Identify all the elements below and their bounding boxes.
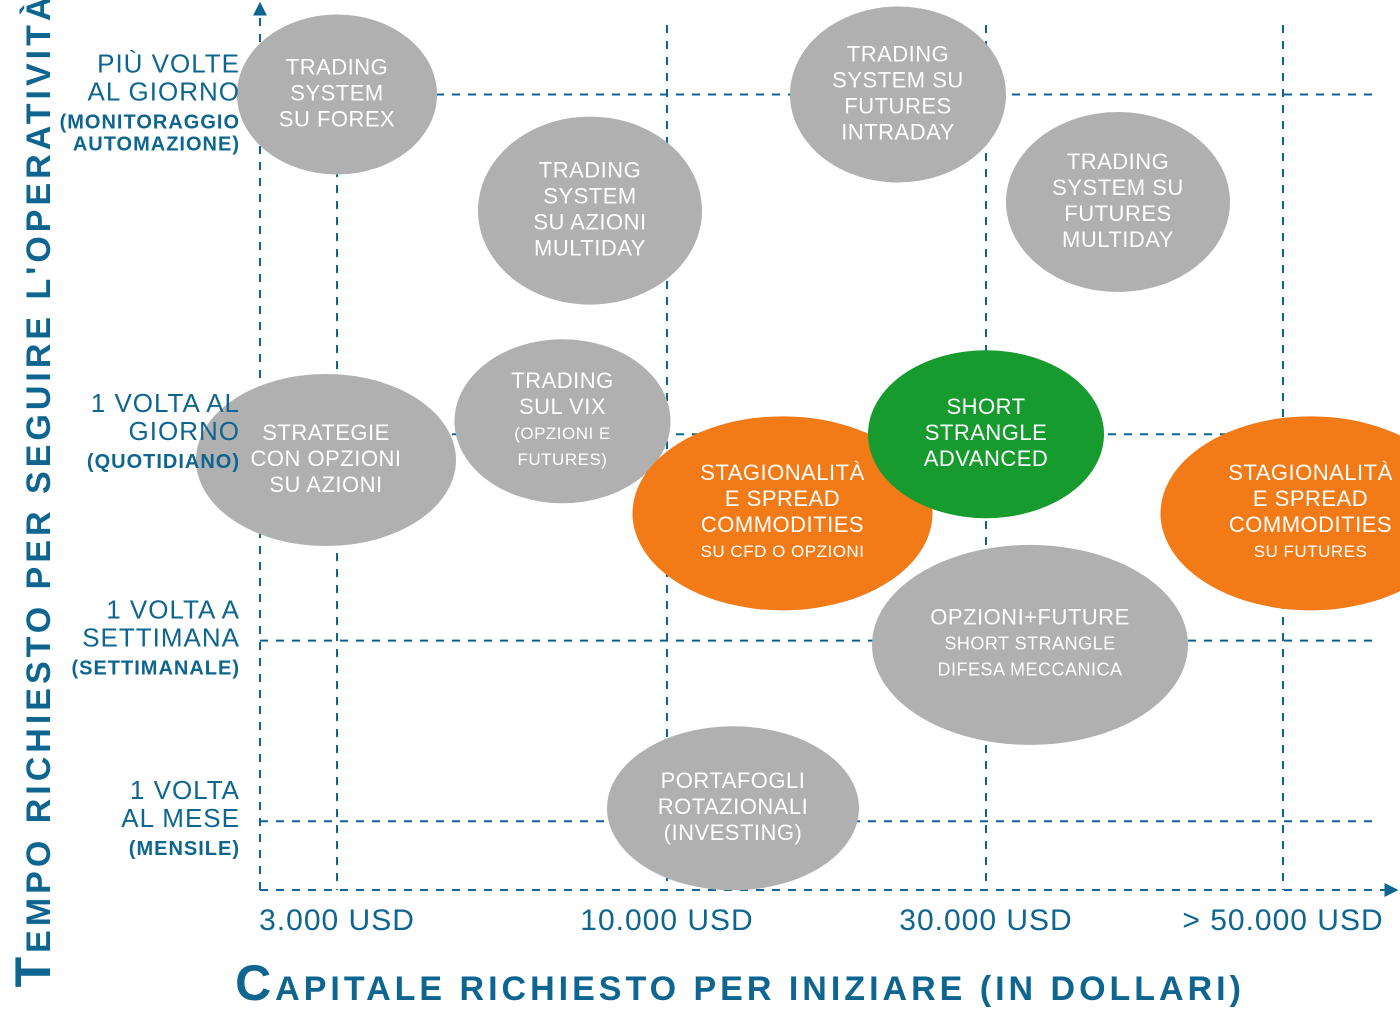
bubble-label: TRADING <box>1067 149 1170 174</box>
bubble-label: STRATEGIE <box>262 420 390 445</box>
bubble-fut-intra: TRADINGSYSTEM SUFUTURESINTRADAY <box>790 7 1006 183</box>
y-tick-label: 1 VOLTA <box>130 775 240 805</box>
bubble-label: FUTURES) <box>518 450 608 469</box>
y-ticks: PIÙ VOLTEAL GIORNO (MONITORAGGIOAUTOMAZIO… <box>60 49 240 861</box>
y-tick-label: SETTIMANA <box>82 623 240 653</box>
x-axis-title: CAPITALE RICHIESTO PER INIZIARE (IN DOLL… <box>235 955 1245 1011</box>
bubble-label: ROTAZIONALI <box>658 794 809 819</box>
y-tick-sublabel: (QUOTIDIANO) <box>87 451 240 473</box>
x-tick-label: 3.000 USD <box>259 904 415 937</box>
bubble-chart: TRADINGSYSTEMSU FOREXTRADINGSYSTEMSU AZI… <box>0 0 1400 1014</box>
bubble-label: SYSTEM SU <box>1052 175 1184 200</box>
y-tick-label: AL GIORNO <box>87 77 240 107</box>
bubble-vix: TRADINGSUL VIX (OPZIONI E FUTURES) <box>455 339 671 503</box>
bubble-portafogli: PORTAFOGLIROTAZIONALI(INVESTING) <box>607 726 859 890</box>
bubble-label: TRADING <box>539 157 642 182</box>
x-tick-label: 30.000 USD <box>899 904 1072 937</box>
bubble-label: COMMODITIES <box>1229 512 1392 537</box>
bubble-label: STAGIONALITÀ <box>1228 460 1393 485</box>
y-tick-sublabel: (MONITORAGGIO <box>60 112 240 134</box>
bubble-label: SUL VIX <box>519 394 606 419</box>
x-tick-label: 10.000 USD <box>580 904 753 937</box>
y-tick-label: 1 VOLTA AL <box>91 388 240 418</box>
bubble-label: SU FUTURES <box>1254 542 1368 561</box>
y-tick-label: 1 VOLTA A <box>106 595 240 625</box>
bubble-label: SU FOREX <box>279 106 395 131</box>
bubble-label: COMMODITIES <box>701 512 864 537</box>
bubble-label: INTRADAY <box>841 119 955 144</box>
bubble-label: SU CFD O OPZIONI <box>701 542 865 561</box>
bubble-label: SYSTEM <box>543 183 636 208</box>
y-tick-sublabel: AUTOMAZIONE) <box>73 134 240 156</box>
y-tick-label: GIORNO <box>129 416 240 446</box>
bubble-label: SU AZIONI <box>533 209 646 234</box>
bubble-label: OPZIONI+FUTURE <box>930 605 1130 630</box>
bubble-label: (INVESTING) <box>664 820 803 845</box>
bubble-label: FUTURES <box>1064 201 1171 226</box>
bubble-label: TRADING <box>286 54 389 79</box>
bubble-azioni-multi: TRADINGSYSTEMSU AZIONIMULTIDAY <box>478 117 702 305</box>
y-axis-title: TEMPO RICHIESTO PER SEGUIRE L'OPERATIVIT… <box>5 0 61 987</box>
y-tick-label: PIÙ VOLTE <box>97 49 240 79</box>
bubble-label: MULTIDAY <box>534 235 646 260</box>
chart-container: TRADINGSYSTEMSU FOREXTRADINGSYSTEMSU AZI… <box>0 0 1400 1014</box>
bubble-label: CON OPZIONI <box>251 446 402 471</box>
bubble-label: TRADING <box>511 368 614 393</box>
y-tick-sublabel: (SETTIMANALE) <box>71 658 240 680</box>
bubble-label: MULTIDAY <box>1062 227 1174 252</box>
bubble-label: (OPZIONI E <box>514 424 611 443</box>
bubble-forex: TRADINGSYSTEMSU FOREX <box>237 15 437 175</box>
bubbles: TRADINGSYSTEMSU FOREXTRADINGSYSTEMSU AZI… <box>196 7 1400 891</box>
bubble-label: E SPREAD <box>725 486 840 511</box>
y-tick-sublabel: (MENSILE) <box>129 838 240 860</box>
x-ticks: 3.000 USD 10.000 USD 30.000 USD > 50.000 US… <box>259 904 1384 937</box>
bubble-label: STRANGLE <box>925 420 1048 445</box>
bubble-fut-multi: TRADINGSYSTEM SUFUTURESMULTIDAY <box>1006 112 1230 292</box>
bubble-opz-fut: OPZIONI+FUTURE SHORT STRANGLE DIFESA MECCA… <box>872 545 1188 745</box>
bubble-short-adv: SHORTSTRANGLEADVANCED <box>868 350 1104 518</box>
bubble-label: SYSTEM SU <box>832 67 964 92</box>
bubble-label: E SPREAD <box>1253 486 1368 511</box>
bubble-label: ADVANCED <box>924 446 1049 471</box>
bubble-label: TRADING <box>847 41 950 66</box>
y-tick-label: AL MESE <box>121 803 240 833</box>
bubble-label: SYSTEM <box>290 80 383 105</box>
bubble-label: SHORT STRANGLE <box>944 634 1115 654</box>
bubble-label: PORTAFOGLI <box>661 768 806 793</box>
x-tick-label: > 50.000 USD <box>1182 904 1383 937</box>
bubble-label: STAGIONALITÀ <box>700 460 865 485</box>
bubble-label: SHORT <box>946 394 1025 419</box>
bubble-label: FUTURES <box>844 93 951 118</box>
bubble-stag-fut: STAGIONALITÀE SPREADCOMMODITIES SU FUTURE… <box>1161 416 1400 610</box>
bubble-label: DIFESA MECCANICA <box>937 660 1122 680</box>
bubble-label: SU AZIONI <box>269 472 382 497</box>
